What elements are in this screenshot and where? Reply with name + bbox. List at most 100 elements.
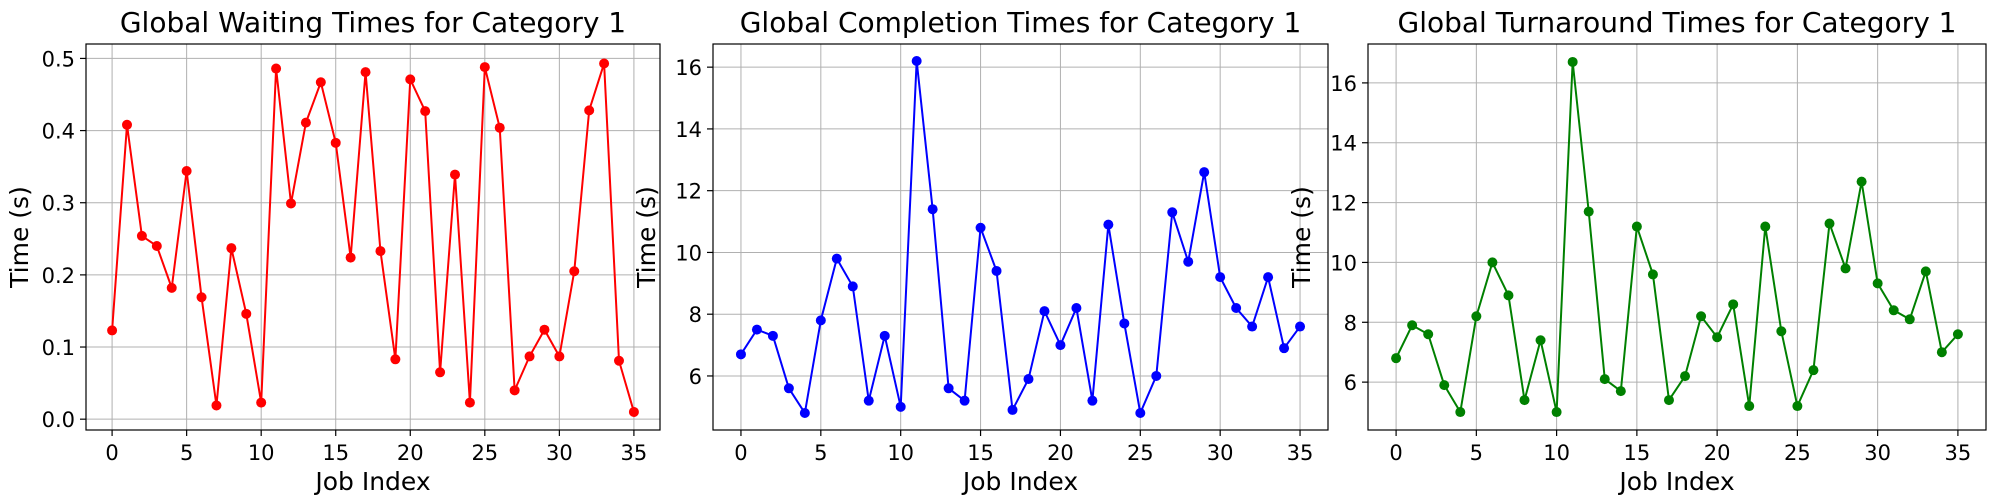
data-point: [1023, 374, 1034, 385]
data-point: [1519, 395, 1530, 406]
data-point: [1247, 321, 1258, 332]
data-point: [1615, 386, 1626, 397]
x-tick-label: 15: [1624, 441, 1651, 465]
y-tick-label: 8: [1344, 311, 1357, 335]
data-point: [420, 106, 431, 117]
data-point: [975, 222, 986, 233]
data-point: [1631, 221, 1642, 232]
x-tick-label: 0: [105, 441, 118, 465]
data-point: [1295, 321, 1306, 332]
series-line: [740, 60, 1301, 417]
plot-area-frame: [1367, 43, 1987, 431]
data-point: [524, 351, 535, 362]
x-tick-label: 25: [471, 441, 498, 465]
data-point: [1119, 318, 1130, 329]
data-point: [1936, 347, 1947, 358]
data-point: [1439, 380, 1450, 391]
data-point: [1215, 272, 1226, 283]
data-point: [1279, 343, 1290, 354]
data-point: [1103, 219, 1114, 230]
data-point: [1535, 335, 1546, 346]
data-point: [1696, 311, 1707, 322]
series-line: [1395, 61, 1959, 415]
data-point: [1760, 221, 1771, 232]
data-point: [783, 383, 794, 394]
data-point: [1087, 395, 1098, 406]
data-point: [1567, 56, 1578, 67]
y-tick-label: 14: [675, 118, 702, 142]
x-tick-label: 5: [814, 441, 827, 465]
x-tick-label: 10: [887, 441, 914, 465]
x-tick-label: 30: [546, 441, 573, 465]
data-point: [1055, 340, 1066, 351]
chart-turnaround-times: 0 5 10 15 20 25 30 35 6 8 10 12 14 16 Global Turnaroun…: [1287, 6, 1987, 496]
data-point: [405, 74, 416, 85]
data-point: [847, 281, 858, 292]
x-tick-label: 20: [1704, 441, 1731, 465]
data-point: [1455, 407, 1466, 418]
y-axis-label: Time (s): [1287, 186, 1316, 289]
y-tick-label: 12: [1330, 192, 1357, 216]
data-point: [1423, 329, 1434, 340]
x-tick-label: 25: [1127, 441, 1154, 465]
data-point: [1199, 167, 1210, 178]
x-tick-label: 35: [1945, 441, 1972, 465]
y-tick-label: 0.3: [42, 192, 75, 216]
data-point: [1151, 370, 1162, 381]
chart-completion-times: 0 5 10 15 20 25 30 35 6 8 10 12 14 16 Global Completio…: [632, 6, 1329, 496]
y-tick-label: 0.4: [42, 120, 75, 144]
data-point: [360, 67, 371, 78]
y-axis-label: Time (s): [5, 186, 34, 289]
data-point: [1904, 314, 1915, 325]
data-point: [450, 169, 460, 180]
data-point: [1888, 305, 1899, 316]
data-point: [315, 77, 326, 88]
x-axis-label: Job Index: [961, 467, 1078, 496]
y-tick-label: 14: [1330, 132, 1357, 156]
data-point: [1952, 329, 1963, 340]
y-tick-label: 0.5: [42, 47, 75, 71]
chart-title: Global Completion Times for Category 1: [740, 6, 1302, 39]
data-point: [1471, 311, 1482, 322]
x-tick-label: 35: [621, 441, 648, 465]
data-point: [375, 246, 386, 257]
x-tick-label: 5: [180, 441, 193, 465]
data-point: [151, 241, 162, 252]
data-point: [767, 330, 778, 341]
data-point: [1744, 401, 1755, 412]
x-tick-label: 5: [1470, 441, 1483, 465]
x-tick-label: 20: [397, 441, 424, 465]
data-point: [211, 400, 222, 411]
data-point: [1712, 332, 1723, 343]
data-point: [628, 406, 639, 417]
y-tick-label: 12: [675, 180, 702, 204]
data-point: [509, 385, 520, 396]
data-point: [1231, 303, 1242, 314]
data-point: [1728, 299, 1739, 310]
data-point: [1808, 365, 1819, 376]
data-point: [751, 324, 762, 335]
data-point: [863, 395, 874, 406]
data-point: [1776, 326, 1787, 337]
data-point: [584, 105, 595, 116]
data-point: [1583, 206, 1594, 217]
x-tick-label: 20: [1047, 441, 1074, 465]
y-tick-label: 0.2: [42, 264, 75, 288]
data-point: [815, 315, 826, 326]
data-point: [1503, 290, 1514, 301]
y-tick-label: 10: [675, 241, 702, 265]
data-point: [1824, 218, 1835, 229]
data-point: [1391, 353, 1402, 364]
data-point: [735, 349, 746, 360]
chart-title: Global Turnaround Times for Category 1: [1398, 6, 1957, 39]
data-point: [1663, 395, 1674, 406]
y-tick-label: 10: [1330, 251, 1357, 275]
x-tick-label: 10: [1543, 441, 1570, 465]
data-point: [1872, 278, 1883, 289]
data-point: [554, 351, 565, 362]
data-point: [1599, 374, 1610, 385]
series-line: [111, 63, 635, 413]
x-tick-label: 25: [1784, 441, 1811, 465]
data-point: [1792, 401, 1803, 412]
